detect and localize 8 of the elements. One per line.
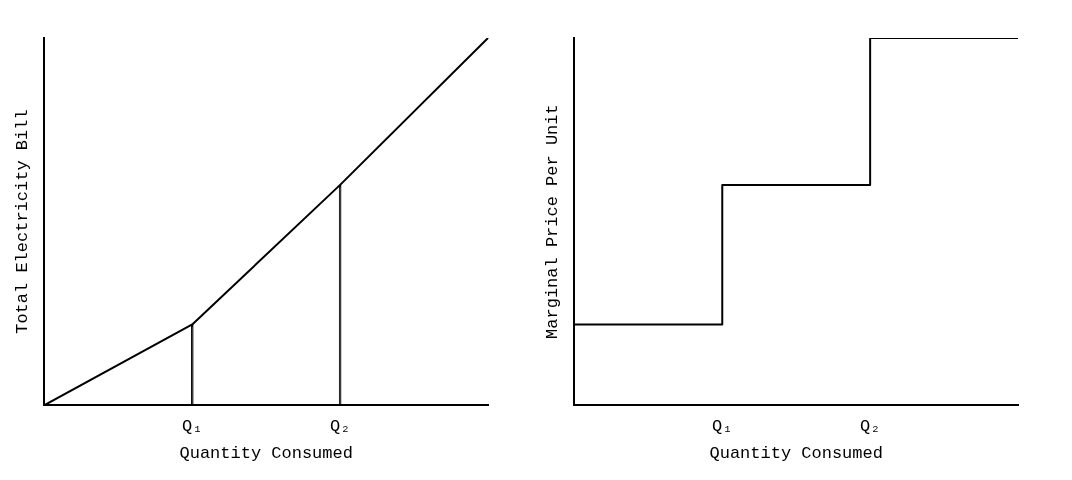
x-axis-title: Quantity Consumed	[179, 444, 353, 464]
x-tick-label: Q₁	[182, 416, 203, 436]
x-tick-label: Q₂	[859, 416, 881, 436]
x-axis-title: Quantity Consumed	[709, 444, 883, 464]
x-tick-label: Q₂	[329, 416, 351, 436]
y-axis-title: Marginal Price Per Unit	[542, 104, 562, 339]
y-axis-title: Total Electricity Bill	[12, 109, 32, 334]
x-tick-label: Q₁	[712, 416, 733, 436]
